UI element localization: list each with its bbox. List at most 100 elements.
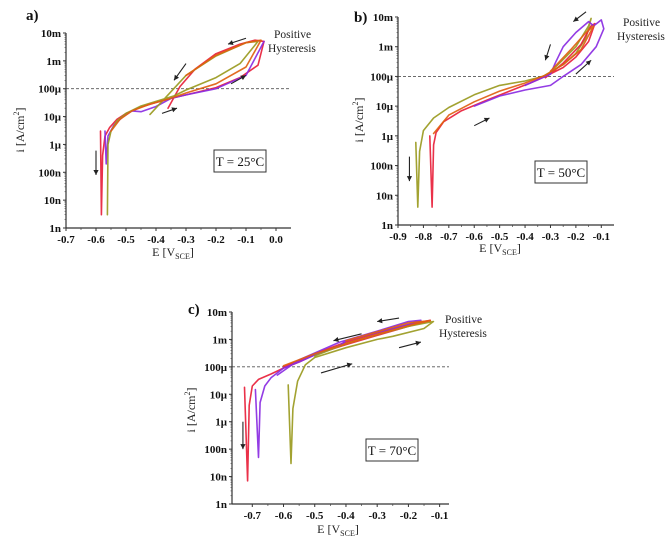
panel-a-xtick-label: -0.4 [147, 234, 165, 246]
panel-c-direction-arrow-icon [398, 340, 422, 349]
panel-a-ytick-label: 1μ [49, 139, 62, 151]
panel-b-ytick-label: 1μ [381, 131, 394, 143]
panel-a-direction-arrow-icon [173, 63, 187, 81]
panel-b-xtick-label: -0.7 [440, 231, 458, 243]
panel-b-xtick-label: -0.4 [516, 231, 534, 243]
panel-a-xtick-label: -0.3 [177, 234, 195, 246]
panel-c-direction-arrow-icon [377, 317, 400, 324]
panel-b-series [415, 17, 605, 208]
panel-a-series-run-4 [110, 39, 262, 132]
panel-c-xtick-label: -0.4 [337, 510, 355, 522]
panel-a-ytick-label: 10n [44, 195, 61, 207]
panel-c-arrows [240, 317, 422, 450]
panel-b-xtick-label: -0.5 [491, 231, 509, 243]
panel-b-xtick-label: -0.6 [466, 231, 484, 243]
panel-c-xtick-label: -0.7 [244, 510, 262, 522]
panel-b-xtick-label: -0.9 [389, 231, 407, 243]
panel-b-direction-arrow-icon [406, 156, 413, 182]
panel-a-direction-arrow-icon [93, 150, 99, 175]
panel-b-annotation-line1: Positive [623, 17, 660, 29]
panel-b-xtick-label: -0.2 [567, 231, 585, 243]
panel-b-xtick-label: -0.1 [593, 231, 610, 243]
panel-b-series-run-1 [415, 17, 592, 208]
panel-c-label: c) [188, 302, 200, 318]
panel-c-ytick-label: 10n [210, 472, 227, 484]
panel-a-xtick-label: -0.6 [87, 234, 105, 246]
panel-a-series-run-2 [104, 40, 265, 165]
panel-c-temperature-label: T = 70°C [368, 443, 416, 458]
panel-a-annotation-line1: Positive [274, 29, 311, 41]
panel-a-ytick-label: 1m [46, 56, 61, 68]
panel-a-direction-arrow-icon [161, 107, 178, 114]
panel-c-temperature-box [365, 438, 419, 462]
panel-c-ylabel: i [A/cm2] [183, 388, 198, 433]
panel-c-ytick-label: 100n [204, 444, 227, 456]
panel-a-ytick-label: 1n [49, 223, 61, 235]
panel-a-ytick-label: 100n [38, 167, 61, 179]
panel-c-ytick-label: 10m [207, 307, 227, 319]
panel-b-series-run-3 [473, 19, 605, 107]
panel-c-ytick-label: 1n [215, 499, 227, 511]
panel-c-ytick-label: 1μ [215, 417, 228, 429]
panel-a-arrows [93, 37, 247, 175]
panel-b-ylabel: i [A/cm2] [351, 98, 366, 143]
panel-a-xtick-label: -0.5 [117, 234, 135, 246]
panel-a-xtick-label: 0.0 [269, 234, 283, 246]
panel-b-arrows [406, 11, 592, 182]
panel-b-ytick-label: 10μ [376, 101, 394, 113]
panel-a-xtick-label: -0.7 [57, 234, 75, 246]
panel-a-ytick-label: 10m [41, 28, 61, 40]
panel-c-annotation-line1: Positive [445, 314, 482, 326]
panel-a-ytick-label: 100μ [38, 84, 62, 96]
panel-b-ytick-label: 100μ [370, 71, 394, 83]
panel-b-direction-arrow-icon [473, 117, 490, 127]
panel-b: b) 10m 1m 100μ 10μ 1μ 100n 10n 1n-0.9 -0.8 -0.7 -0… [351, 10, 665, 257]
panel-b-xtick-label: -0.8 [415, 231, 433, 243]
panel-c-direction-arrow-icon [320, 362, 353, 374]
panel-c-xtick-label: -0.3 [368, 510, 386, 522]
panel-a-series-run-1 [99, 39, 265, 216]
panel-a-direction-arrow-icon [227, 37, 247, 46]
panel-a-xlabel: E [VSCE] [152, 245, 194, 261]
panel-a-temperature-label: T = 25°C [216, 154, 264, 169]
panel-c-xtick-label: -0.5 [306, 510, 324, 522]
panel-a-direction-arrow-icon [230, 74, 247, 85]
panel-c-axes: 10m 1m 100μ 10μ 1μ 100n 10n 1n -0.7 -0.6 -0.5 -0.4 -… [204, 307, 449, 522]
panel-c-direction-arrow-icon [333, 333, 362, 343]
panel-b-direction-arrow-icon [575, 59, 592, 75]
panel-b-temperature-box [534, 160, 588, 184]
panel-a-ytick-label: 10μ [44, 112, 62, 124]
panel-a-annotation-line2: Hysteresis [268, 43, 316, 55]
panel-c-annotation-line2: Hysteresis [439, 328, 487, 340]
panel-c-ytick-label: 10μ [210, 389, 228, 401]
panel-b-temperature-label: T = 50°C [537, 165, 585, 180]
panel-b-ytick-label: 100n [370, 161, 393, 173]
panel-a-xtick-label: -0.2 [207, 234, 225, 246]
panel-c: c) 10m 1m 100μ 10μ 1μ 100n 10n 1n -0.7 -0.6 -0.5 -0… [183, 302, 487, 538]
panel-b-direction-arrow-icon [544, 44, 551, 61]
panel-b-ytick-label: 1n [381, 220, 393, 232]
panel-c-ytick-label: 100μ [204, 362, 228, 374]
panel-c-ytick-label: 1m [212, 334, 227, 346]
panel-a-series [99, 39, 265, 216]
panel-c-xlabel: E [VSCE] [317, 522, 359, 538]
panel-b-ytick-label: 10m [373, 12, 393, 24]
panel-a-label: a) [26, 8, 39, 24]
panel-b-ytick-label: 1m [378, 42, 393, 54]
panel-b-xtick-label: -0.3 [542, 231, 560, 243]
panel-b-series-run-4 [432, 25, 595, 135]
panel-b-xlabel: E [VSCE] [479, 241, 521, 257]
panel-a-temperature-box [213, 149, 267, 173]
panel-b-ytick-label: 10n [376, 190, 393, 202]
panel-a-xtick-label: -0.1 [237, 234, 254, 246]
panel-b-annotation-line2: Hysteresis [617, 31, 665, 43]
panel-c-xtick-label: -0.2 [400, 510, 418, 522]
panel-a: a) 10m 1m 100μ 10μ 1μ 100n 10n 1n-0.7 -0.6 -0.5 -0… [12, 8, 316, 261]
panel-b-direction-arrow-icon [573, 11, 587, 23]
panel-c-series [243, 319, 435, 482]
panel-c-xtick-label: -0.1 [431, 510, 448, 522]
panel-b-label: b) [354, 10, 367, 26]
